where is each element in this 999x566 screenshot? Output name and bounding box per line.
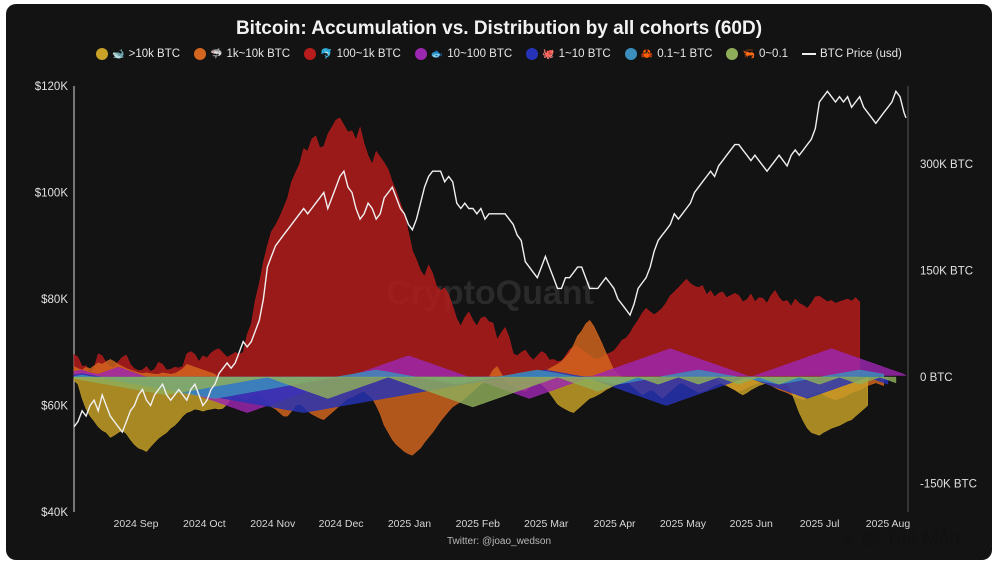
- legend-item-7[interactable]: BTC Price (usd): [802, 48, 902, 60]
- legend-cohort-icon: 🐋: [112, 48, 125, 60]
- legend-item-6[interactable]: 🦐 0~0.1: [726, 48, 788, 60]
- left-tick-label: $40K: [41, 507, 68, 519]
- binance-logo-icon: ◈: [842, 529, 856, 548]
- legend-label: 100~1k BTC: [336, 48, 401, 60]
- legend-label: BTC Price (usd): [820, 48, 902, 60]
- x-tick-label: 2025 May: [660, 518, 707, 530]
- left-tick-label: $120K: [35, 81, 69, 93]
- legend-cohort-icon: 🐬: [320, 48, 333, 60]
- legend-swatch: [526, 48, 539, 60]
- legend-label: 1~10 BTC: [558, 48, 611, 60]
- legend: 🐋 >10k BTC 🦈 1k~10k BTC 🐬 100~1k BTC 🐟 10~100 B…: [6, 48, 992, 60]
- credit-text: Twitter: @joao_wedson: [446, 536, 552, 547]
- right-tick-label: 150K BTC: [920, 266, 973, 278]
- area-series-0: [73, 117, 860, 378]
- x-tick-label: 2024 Oct: [183, 518, 226, 530]
- x-tick-label: 2024 Dec: [319, 518, 364, 530]
- x-tick-label: 2025 Aug: [866, 518, 911, 530]
- left-tick-label: $80K: [41, 294, 68, 306]
- legend-swatch: [194, 48, 207, 60]
- x-tick-label: 2025 Apr: [594, 518, 637, 530]
- legend-cohort-icon: 🐙: [542, 48, 555, 60]
- legend-item-5[interactable]: 🦀 0.1~1 BTC: [624, 48, 713, 60]
- watermark: ◈ @ Tuệ Mẫn: [842, 528, 960, 550]
- legend-cohort-icon: 🐟: [430, 48, 444, 60]
- x-tick-label: 2025 Mar: [524, 518, 569, 530]
- btc-price-line: [73, 89, 907, 434]
- x-tick-label: 2025 Feb: [456, 518, 501, 530]
- legend-swatch: [802, 53, 817, 55]
- legend-swatch: [414, 48, 427, 60]
- legend-swatch: [624, 48, 637, 60]
- legend-label: 10~100 BTC: [447, 48, 513, 60]
- x-tick-label: 2024 Nov: [250, 518, 296, 530]
- left-tick-label: $60K: [41, 401, 68, 413]
- chart-svg: CryptoQuant$40K$60K$80K$100K$120K-150K B…: [35, 81, 977, 530]
- left-tick-label: $100K: [35, 188, 69, 200]
- right-tick-label: 0 BTC: [920, 372, 953, 384]
- x-tick-label: 2025 Jun: [730, 518, 773, 530]
- area-series-6: [73, 376, 897, 408]
- right-tick-label: 300K BTC: [920, 159, 973, 171]
- right-tick-label: -150K BTC: [920, 479, 977, 491]
- legend-swatch: [726, 48, 739, 60]
- legend-item-4[interactable]: 🐙 1~10 BTC: [526, 48, 611, 60]
- legend-item-0[interactable]: 🐋 >10k BTC: [96, 48, 180, 60]
- legend-item-3[interactable]: 🐟 10~100 BTC: [414, 48, 513, 60]
- legend-cohort-icon: 🦀: [640, 48, 654, 60]
- chart-frame: Bitcoin: Accumulation vs. Distribution b…: [6, 4, 992, 560]
- watermark-text: @ Tuệ Mẫn: [861, 528, 960, 549]
- legend-cohort-icon: 🦈: [210, 48, 223, 60]
- legend-swatch: [304, 48, 317, 60]
- x-tick-label: 2024 Sep: [114, 518, 159, 530]
- legend-label: >10k BTC: [128, 48, 181, 60]
- legend-item-2[interactable]: 🐬 100~1k BTC: [304, 48, 401, 60]
- x-tick-label: 2025 Jul: [800, 518, 840, 530]
- legend-item-1[interactable]: 🦈 1k~10k BTC: [194, 48, 290, 60]
- x-tick-label: 2025 Jan: [388, 518, 431, 530]
- legend-label: 1k~10k BTC: [226, 48, 291, 60]
- legend-label: 0~0.1: [758, 48, 789, 60]
- legend-label: 0.1~1 BTC: [657, 48, 713, 60]
- legend-cohort-icon: 🦐: [742, 48, 755, 60]
- legend-swatch: [96, 48, 109, 60]
- chart-title: Bitcoin: Accumulation vs. Distribution b…: [235, 18, 763, 39]
